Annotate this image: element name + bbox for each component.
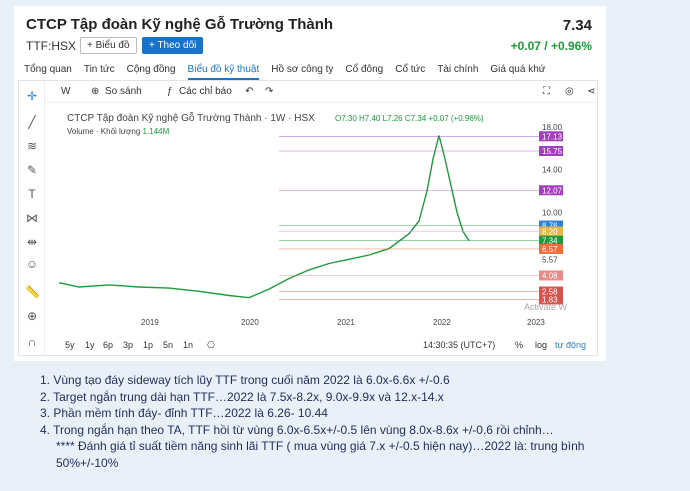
- price-tag: [539, 286, 563, 297]
- time-axis-label: 2022: [433, 318, 451, 327]
- note-item: 3. Phần mềm tính đáy- đỉnh TTF…2022 là 6…: [40, 406, 328, 420]
- price-axis-label: 15.75: [542, 147, 563, 156]
- price-axis-label: 1.83: [542, 295, 558, 304]
- tab-news[interactable]: Tin tức: [83, 64, 115, 75]
- analysis-notes: 1. Vùng tạo đáy sideway tích lũy TTF tro…: [40, 372, 680, 471]
- fullscreen-icon[interactable]: ⛶: [543, 86, 550, 97]
- price-tag: [539, 294, 563, 305]
- range-5y[interactable]: 5y: [65, 340, 75, 350]
- tab-company-profile[interactable]: Hồ sơ công ty: [271, 64, 334, 75]
- ohlc-readout: O7.30 H7.40 L7.26 C7.34 +0.07 (+0.96%): [335, 114, 484, 123]
- price-axis-label: 7.34: [542, 237, 558, 246]
- tab-community[interactable]: Cộng đồng: [126, 64, 176, 75]
- company-title: CTCP Tập đoàn Kỹ nghệ Gỗ Trường Thành: [26, 16, 334, 33]
- tab-financials[interactable]: Tài chính: [437, 64, 479, 75]
- price-axis-label: 8.76: [542, 222, 558, 231]
- activate-watermark: Activate W: [524, 302, 568, 312]
- time-axis-label: 2020: [241, 318, 259, 327]
- ticker-label: TTF:HSX: [26, 39, 76, 53]
- price-axis-label: 17.13: [542, 132, 563, 141]
- brush-icon[interactable]: ✎: [26, 163, 38, 177]
- chart-widget: ✛ ╱ ≋ ✎ T ⋈ ⇹ ☺ 📏 ⊕ ∩ W ⊕ So sánh ƒ Các …: [18, 80, 599, 357]
- measure-icon[interactable]: ⇹: [26, 235, 38, 249]
- time-axis-label: 2023: [527, 318, 545, 327]
- price-tag: [539, 146, 563, 156]
- redo-icon[interactable]: ↷: [265, 86, 274, 97]
- emoji-icon[interactable]: ☺: [25, 257, 39, 271]
- share-icon[interactable]: ⋖: [587, 86, 596, 97]
- price-change: +0.07 / +0.96%: [510, 39, 592, 53]
- tab-historical-prices[interactable]: Giá quá khứ: [490, 64, 546, 75]
- tab-overview[interactable]: Tổng quan: [24, 64, 72, 75]
- log-scale-button[interactable]: log: [535, 340, 548, 350]
- tab-shareholders[interactable]: Cổ đông: [345, 64, 384, 75]
- indicators-icon[interactable]: ƒ: [167, 86, 173, 97]
- note-item: 1. Vùng tạo đáy sideway tích lũy TTF tro…: [40, 373, 450, 387]
- tab-dividends[interactable]: Cổ tức: [395, 64, 426, 75]
- add-chart-button[interactable]: + Biểu đồ: [80, 37, 137, 54]
- follow-button[interactable]: + Theo dõi: [142, 37, 204, 54]
- range-1p[interactable]: 1p: [143, 340, 154, 350]
- range-6p[interactable]: 6p: [103, 340, 114, 350]
- price-tag: [539, 131, 563, 142]
- interval-button[interactable]: W: [61, 86, 71, 97]
- clock-readout: 14:30:35 (UTC+7): [423, 340, 496, 350]
- text-tool-icon[interactable]: T: [28, 187, 36, 201]
- range-1n[interactable]: 1n: [183, 340, 194, 350]
- note-item: **** Đánh giá tỉ suất tiềm năng sinh lãi…: [56, 439, 585, 453]
- crosshair-icon[interactable]: ✛: [26, 89, 38, 103]
- price-line: [58, 135, 470, 299]
- price-tag: [539, 185, 563, 196]
- range-5n[interactable]: 5n: [163, 340, 174, 350]
- screenshot-icon[interactable]: ◎: [565, 86, 574, 97]
- percent-scale-button[interactable]: %: [515, 340, 524, 350]
- chart-title: CTCP Tập đoàn Kỹ nghệ Gỗ Trường Thành · …: [67, 113, 315, 124]
- note-item: 4. Trong ngắn hạn theo TA, TTF hồi từ vù…: [40, 422, 554, 437]
- price-tag: [539, 226, 563, 237]
- price-axis-label: 8.20: [542, 228, 558, 237]
- zoom-in-icon[interactable]: ⊕: [26, 309, 38, 323]
- magnet-icon[interactable]: ∩: [27, 335, 37, 349]
- note-item: 50%+/-10%: [56, 455, 119, 470]
- range-3p[interactable]: 3p: [123, 340, 134, 350]
- tab-bar: Tổng quan Tin tức Cộng đồng Biểu đồ kỹ t…: [24, 64, 557, 80]
- price-axis-label: 6.57: [542, 245, 558, 254]
- tab-technical-chart[interactable]: Biểu đồ kỹ thuật: [187, 64, 260, 80]
- pattern-tool-icon[interactable]: ⋈: [26, 211, 38, 225]
- compare-icon[interactable]: ⊕: [91, 86, 100, 97]
- price-tag: [539, 235, 563, 246]
- chart-top-toolbar: W ⊕ So sánh ƒ Các chỉ báo ↶ ↷ ⛶ ◎ ⋖: [47, 81, 597, 103]
- drawing-toolbar: ✛ ╱ ≋ ✎ T ⋈ ⇹ ☺ 📏 ⊕ ∩: [19, 81, 45, 357]
- auto-scale-button[interactable]: tự động: [555, 340, 587, 350]
- time-axis-label: 2019: [141, 318, 159, 327]
- date-range-icon[interactable]: ⎔: [207, 340, 215, 350]
- ruler-icon[interactable]: 📏: [25, 285, 40, 299]
- price-axis-label: 12.07: [542, 186, 563, 195]
- indicators-button[interactable]: Các chỉ báo: [179, 86, 232, 97]
- range-1y[interactable]: 1y: [85, 340, 95, 350]
- price-tag: [539, 220, 563, 231]
- price-axis-label: 14.00: [542, 166, 563, 175]
- volume-readout: Volume · Khối lượng 1.144M: [67, 127, 170, 136]
- undo-icon[interactable]: ↶: [245, 86, 254, 97]
- price-tag: [539, 270, 563, 281]
- current-price: 7.34: [562, 17, 592, 34]
- price-axis-label: 18.00: [542, 123, 563, 132]
- price-tag: [539, 243, 563, 254]
- compare-button[interactable]: So sánh: [105, 86, 142, 97]
- price-axis-label: 5.57: [542, 256, 558, 265]
- trend-line-icon[interactable]: ╱: [28, 115, 36, 129]
- note-item: 2. Target ngắn trung dài hạn TTF…2022 là…: [40, 389, 444, 404]
- price-axis-label: 2.58: [542, 287, 558, 296]
- time-axis-label: 2021: [337, 318, 355, 327]
- chart-bottom-toolbar: 5y 1y 6p 3p 1p 5n 1n ⎔ 14:30:35 (UTC+7) …: [47, 335, 597, 357]
- price-axis-label: 10.00: [542, 208, 563, 217]
- price-axis-label: 4.08: [542, 271, 558, 280]
- fib-tool-icon[interactable]: ≋: [26, 139, 38, 153]
